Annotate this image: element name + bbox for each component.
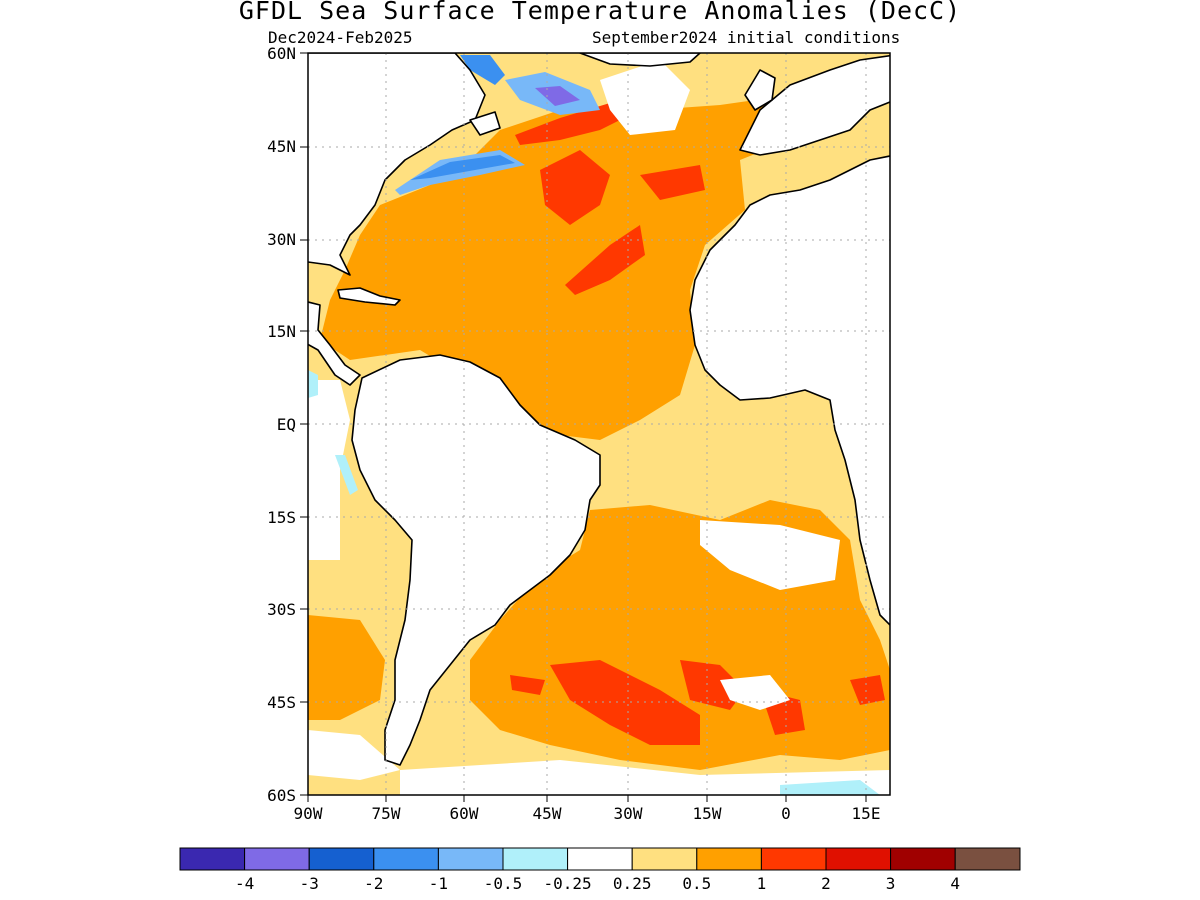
land-europe [739,54,890,156]
anomaly-region-southwest-warm [308,615,385,720]
anomaly-region-far-south-neutral [400,760,890,795]
colorbar-swatch-1 [244,847,310,871]
colorbar-label-2: -2 [364,874,383,893]
lon-label-0: 90W [294,804,323,823]
colorbar-label-10: 3 [886,874,896,893]
anomaly-region-subtropical-warm [565,225,645,295]
land-cuba [337,287,401,306]
colorbar-swatch-6 [567,847,633,871]
forecast-period: Dec2024-Feb2025 [268,28,413,47]
lon-axis: 90W 75W 60W 45W 30W 15W 0 15E [294,795,881,823]
colorbar-swatch-2 [308,847,375,871]
lon-label-6: 0 [781,804,791,823]
colorbar-label-4: -0.5 [484,874,523,893]
colorbar-swatch-9 [760,847,827,871]
colorbar: -4 -3 -2 -1 -0.5 -0.25 0.25 0.5 1 2 3 4 [179,847,1021,893]
initial-conditions: September2024 initial conditions [592,28,901,47]
colorbar-swatch-0 [179,847,246,871]
lon-label-2: 60W [450,804,479,823]
anomaly-region-south-neutral [700,520,840,590]
coastlines [308,53,890,766]
anomaly-region-south-warm-cape [850,675,885,705]
land-south-america [351,354,601,766]
colorbar-label-9: 2 [821,874,831,893]
lat-label-8: 60S [267,786,296,805]
colorbar-label-7: 0.5 [682,874,711,893]
anomaly-region-gulf-stream-warm [515,100,640,145]
colorbar-swatch-5 [502,847,569,871]
land-central-america [308,301,361,386]
land-africa [689,155,890,627]
anomaly-region-north-neutral [600,60,690,135]
colorbar-label-1: -3 [300,874,319,893]
anomaly-region-west-warm [640,165,705,200]
lat-label-5: 15S [267,508,296,527]
anomaly-region-pacific-cool [308,370,318,398]
colorbar-label-3: -1 [429,874,448,893]
land-british-isles [744,69,776,111]
lon-label-4: 30W [614,804,643,823]
anomaly-region-peru-cool [335,455,358,495]
colorbar-swatch-4 [437,847,504,871]
anomaly-region-southern-ocean-cool [780,780,880,795]
colorbar-swatch-3 [373,847,439,871]
colorbar-swatch-7 [631,847,698,871]
lat-axis: 60N 45N 30N 15N EQ 15S 30S 45S 60S [267,44,308,805]
anomaly-region-south-warm-west [510,675,545,695]
land-greenland [579,53,701,67]
colorbar-label-6: 0.25 [613,874,652,893]
colorbar-label-11: 4 [950,874,960,893]
land-north-america [308,53,486,276]
colorbar-swatch-8 [696,847,762,871]
anomaly-region-southwest-neutral [308,730,400,780]
anomaly-region-labrador-cold-core [410,155,515,180]
colorbar-label-5: -0.25 [544,874,592,893]
colorbar-swatch-11 [890,847,956,871]
anomaly-region-east-pacific-neutral [308,380,350,560]
lat-label-7: 45S [267,693,296,712]
lon-label-1: 75W [372,804,401,823]
colorbar-swatch-12 [954,847,1021,871]
lat-label-0: 60N [267,44,296,63]
lat-label-6: 30S [267,600,296,619]
lat-label-4: EQ [277,415,296,434]
lat-label-1: 45N [267,137,296,156]
lon-label-5: 15W [693,804,722,823]
colorbar-label-0: -4 [235,874,254,893]
anomaly-region-north-cold-core [535,86,580,106]
graticule [308,53,890,795]
lat-label-3: 15N [267,322,296,341]
lat-label-2: 30N [267,230,296,249]
map-title: GFDL Sea Surface Temperature Anomalies (… [238,0,962,25]
anomaly-region-hudson-cold [460,55,505,85]
colorbar-swatch-10 [825,847,892,871]
anomaly-region-central-north-warm [540,150,610,225]
land-newfoundland [469,111,501,136]
colorbar-label-8: 1 [757,874,767,893]
lon-label-3: 45W [533,804,562,823]
lon-label-7: 15E [852,804,881,823]
anomaly-region-south-neutral-2 [720,675,790,710]
